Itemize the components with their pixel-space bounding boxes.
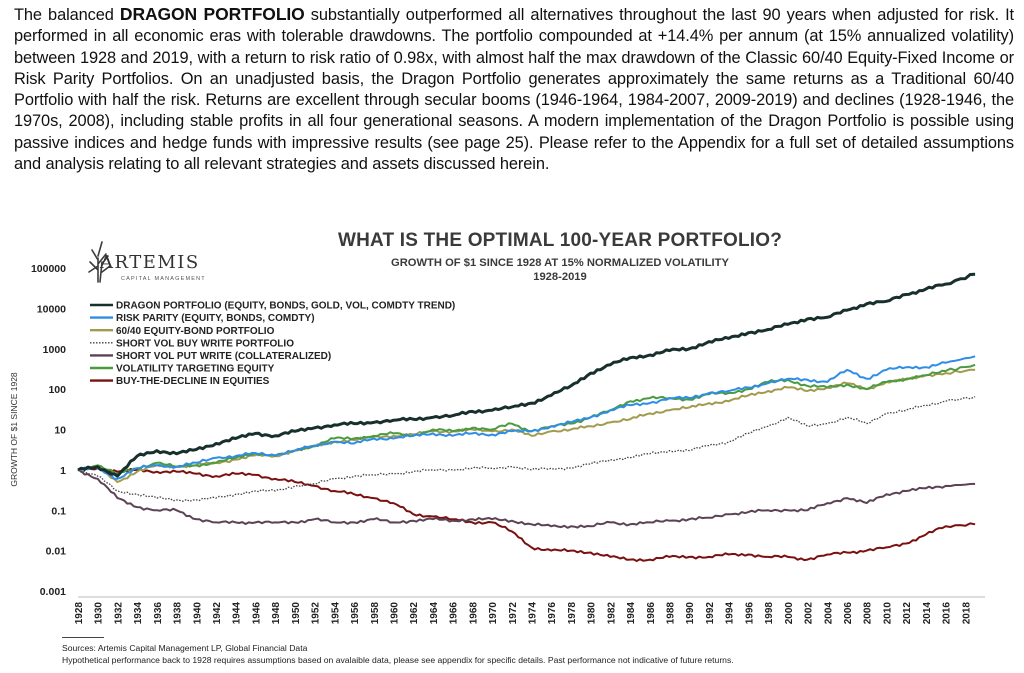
logo-subtitle: CAPITAL MANAGEMENT — [121, 276, 206, 282]
legend-label: SHORT VOL BUY WRITE PORTFOLIO — [116, 338, 294, 349]
y-tick-label: 10 — [54, 425, 66, 437]
x-tick-label: 1982 — [606, 602, 617, 625]
intro-bold: DRAGON PORTFOLIO — [119, 4, 305, 24]
chart-subtitle-line1: GROWTH OF $1 SINCE 1928 AT 15% NORMALIZE… — [391, 257, 729, 269]
x-tick-label: 1972 — [508, 602, 519, 625]
series-line — [77, 468, 976, 529]
x-tick-label: 2006 — [843, 602, 854, 625]
x-tick-label: 2014 — [922, 602, 933, 625]
x-tick-label: 1936 — [153, 602, 164, 625]
x-tick-label: 1992 — [705, 602, 716, 625]
y-tick-label: 0.001 — [40, 586, 66, 598]
x-tick-label: 1944 — [232, 602, 243, 625]
intro-post: substantially outperformed all alternati… — [14, 6, 1014, 174]
x-tick-label: 1986 — [646, 602, 657, 625]
x-tick-label: 1948 — [271, 602, 282, 625]
x-tick-label: 2004 — [823, 602, 834, 625]
intro-paragraph: The balanced DRAGON PORTFOLIO substantia… — [14, 4, 1014, 175]
x-tick-label: 2000 — [784, 602, 795, 625]
x-tick-label: 2012 — [902, 602, 913, 625]
x-tick-label: 1994 — [725, 602, 736, 625]
chart-subtitle-line2: 1928-2019 — [533, 271, 587, 283]
stag-antlers-icon — [88, 241, 111, 283]
x-tick-label: 1934 — [133, 602, 144, 625]
chart-lines — [77, 272, 976, 562]
x-tick-label: 1996 — [744, 602, 755, 625]
legend-label: SHORT VOL PUT WRITE (COLLATERALIZED) — [116, 351, 331, 362]
x-tick-label: 1976 — [547, 602, 558, 625]
x-tick-label: 2002 — [804, 602, 815, 625]
y-tick-label: 1000 — [43, 344, 67, 356]
x-tick-label: 1970 — [488, 602, 499, 625]
x-tick-label: 1956 — [350, 602, 361, 625]
x-tick-label: 1940 — [192, 602, 203, 625]
legend-label: VOLATILITY TARGETING EQUITY — [116, 364, 275, 375]
legend-label: RISK PARITY (EQUITY, BONDS, COMDTY) — [116, 313, 315, 324]
y-tick-label: 100 — [48, 384, 66, 396]
x-tick-label: 1932 — [113, 602, 124, 625]
x-tick-label: 1946 — [251, 602, 262, 625]
x-tick-label: 1928 — [74, 602, 85, 625]
x-tick-label: 1978 — [567, 602, 578, 625]
x-tick-label: 1988 — [666, 602, 677, 625]
legend-label: DRAGON PORTFOLIO (EQUITY, BONDS, GOLD, V… — [116, 301, 455, 312]
series-line — [77, 467, 976, 562]
x-tick-label: 2008 — [863, 602, 874, 625]
x-tick-label: 1964 — [429, 602, 440, 625]
y-axis-label: GROWTH OF $1 SINCE 1928 — [9, 372, 19, 487]
y-tick-label: 1 — [60, 465, 66, 477]
x-tick-label: 1954 — [330, 602, 341, 625]
series-line — [77, 272, 976, 478]
x-tick-label: 1998 — [764, 602, 775, 625]
x-tick-label: 1958 — [370, 602, 381, 625]
x-tick-label: 2016 — [942, 602, 953, 625]
intro-pre: The balanced — [14, 6, 120, 24]
y-tick-label: 0.01 — [46, 546, 67, 558]
chart-subtitle: GROWTH OF $1 SINCE 1928 AT 15% NORMALIZE… — [290, 256, 830, 284]
x-tick-label: 1960 — [389, 602, 400, 625]
y-tick-label: 10000 — [37, 303, 66, 315]
x-tick-label: 1990 — [685, 602, 696, 625]
logo-name: ARTEMIS — [100, 252, 200, 273]
chart-axes: 100000 10000 1000 100 10 1 0.1 0.01 0.001 GROWTH … — [9, 263, 985, 624]
x-tick-label: 1938 — [173, 602, 184, 625]
x-tick-label: 2010 — [882, 602, 893, 625]
x-tick-label: 2018 — [961, 602, 972, 625]
chart-legend: DRAGON PORTFOLIO (EQUITY, BONDS, GOLD, V… — [90, 301, 455, 387]
x-tick-label: 1966 — [449, 602, 460, 625]
series-line — [78, 363, 976, 475]
x-tick-label: 1952 — [311, 602, 322, 625]
footer-rule — [62, 637, 104, 638]
series-line — [77, 355, 976, 480]
x-tick-label: 1968 — [468, 602, 479, 625]
x-tick-label: 1974 — [528, 602, 539, 625]
series-line — [77, 396, 976, 502]
x-tick-label: 1930 — [94, 602, 105, 625]
legend-label: 60/40 EQUITY-BOND PORTFOLIO — [116, 326, 275, 337]
x-tick-label: 1980 — [587, 602, 598, 625]
legend-label: BUY-THE-DECLINE IN EQUITIES — [116, 376, 270, 387]
sources-text: Sources: Artemis Capital Management LP, … — [62, 643, 308, 653]
y-tick-label: 100000 — [31, 263, 66, 275]
x-tick-label: 1942 — [212, 602, 223, 625]
x-tick-label: 1962 — [409, 602, 420, 625]
x-tick-label: 1984 — [626, 602, 637, 625]
chart-title: WHAT IS THE OPTIMAL 100-YEAR PORTFOLIO? — [337, 230, 783, 251]
disclaimer-text: Hypothetical performance back to 1928 re… — [62, 655, 734, 665]
x-tick-label: 1950 — [291, 602, 302, 625]
y-tick-label: 0.1 — [51, 505, 66, 517]
